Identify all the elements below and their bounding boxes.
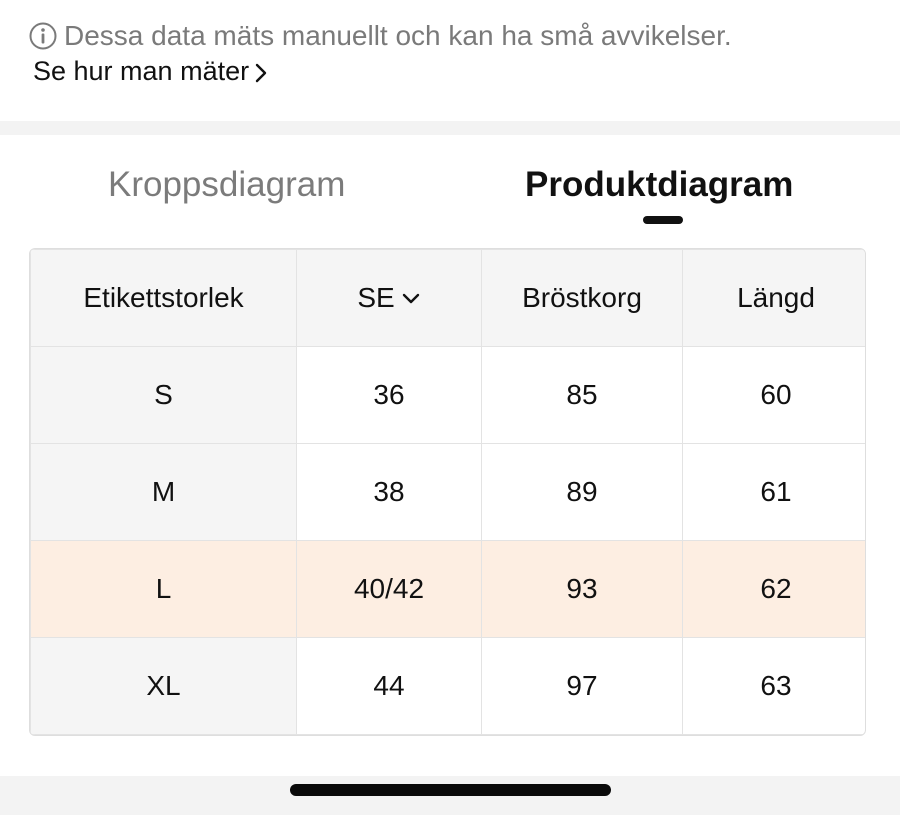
chest-cell: 93 bbox=[481, 540, 683, 638]
table-row: S 36 85 60 bbox=[30, 346, 865, 444]
header-se-label[interactable]: SE bbox=[357, 282, 395, 313]
home-indicator[interactable] bbox=[290, 784, 611, 796]
notice-text: Dessa data mäts manuellt och kan ha små … bbox=[64, 20, 732, 51]
size-label-cell: L bbox=[30, 540, 297, 638]
table-row: M 38 89 61 bbox=[30, 443, 865, 541]
chest-cell: 85 bbox=[481, 346, 683, 444]
active-tab-indicator bbox=[643, 216, 683, 224]
how-to-measure-label[interactable]: Se hur man mäter bbox=[33, 56, 250, 86]
chevron-right-icon bbox=[255, 63, 267, 82]
header-label-size: Etikettstorlek bbox=[30, 249, 297, 347]
measurement-notice-section: Dessa data mäts manuellt och kan ha små … bbox=[0, 0, 900, 121]
size-label-cell: XL bbox=[30, 637, 297, 735]
header-length: Längd bbox=[682, 249, 865, 347]
info-icon bbox=[29, 22, 57, 50]
tab-product-chart[interactable]: Produktdiagram bbox=[525, 165, 794, 204]
how-to-measure-link[interactable]: Se hur man mäter bbox=[33, 56, 269, 87]
se-size-cell: 36 bbox=[296, 346, 482, 444]
section-divider bbox=[0, 121, 900, 135]
size-table: Etikettstorlek SE Bröstkorg Längd S 36 8… bbox=[29, 248, 866, 736]
se-size-cell: 38 bbox=[296, 443, 482, 541]
table-header-row: Etikettstorlek SE Bröstkorg Längd bbox=[30, 249, 865, 347]
length-cell: 61 bbox=[682, 443, 865, 541]
measurement-notice: Dessa data mäts manuellt och kan ha små … bbox=[28, 20, 732, 52]
size-label-cell: M bbox=[30, 443, 297, 541]
header-chest: Bröstkorg bbox=[481, 249, 683, 347]
chest-cell: 97 bbox=[481, 637, 683, 735]
header-se-dropdown[interactable]: SE bbox=[296, 249, 482, 347]
table-row-highlighted: L 40/42 93 62 bbox=[30, 540, 865, 638]
chest-cell: 89 bbox=[481, 443, 683, 541]
tab-body-chart[interactable]: Kroppsdiagram bbox=[108, 165, 346, 204]
size-label-cell: S bbox=[30, 346, 297, 444]
chart-tabs: Kroppsdiagram Produktdiagram bbox=[0, 135, 900, 235]
se-size-cell: 44 bbox=[296, 637, 482, 735]
length-cell: 60 bbox=[682, 346, 865, 444]
se-size-cell: 40/42 bbox=[296, 540, 482, 638]
chevron-down-icon bbox=[402, 293, 419, 304]
length-cell: 62 bbox=[682, 540, 865, 638]
length-cell: 63 bbox=[682, 637, 865, 735]
table-row: XL 44 97 63 bbox=[30, 637, 865, 735]
